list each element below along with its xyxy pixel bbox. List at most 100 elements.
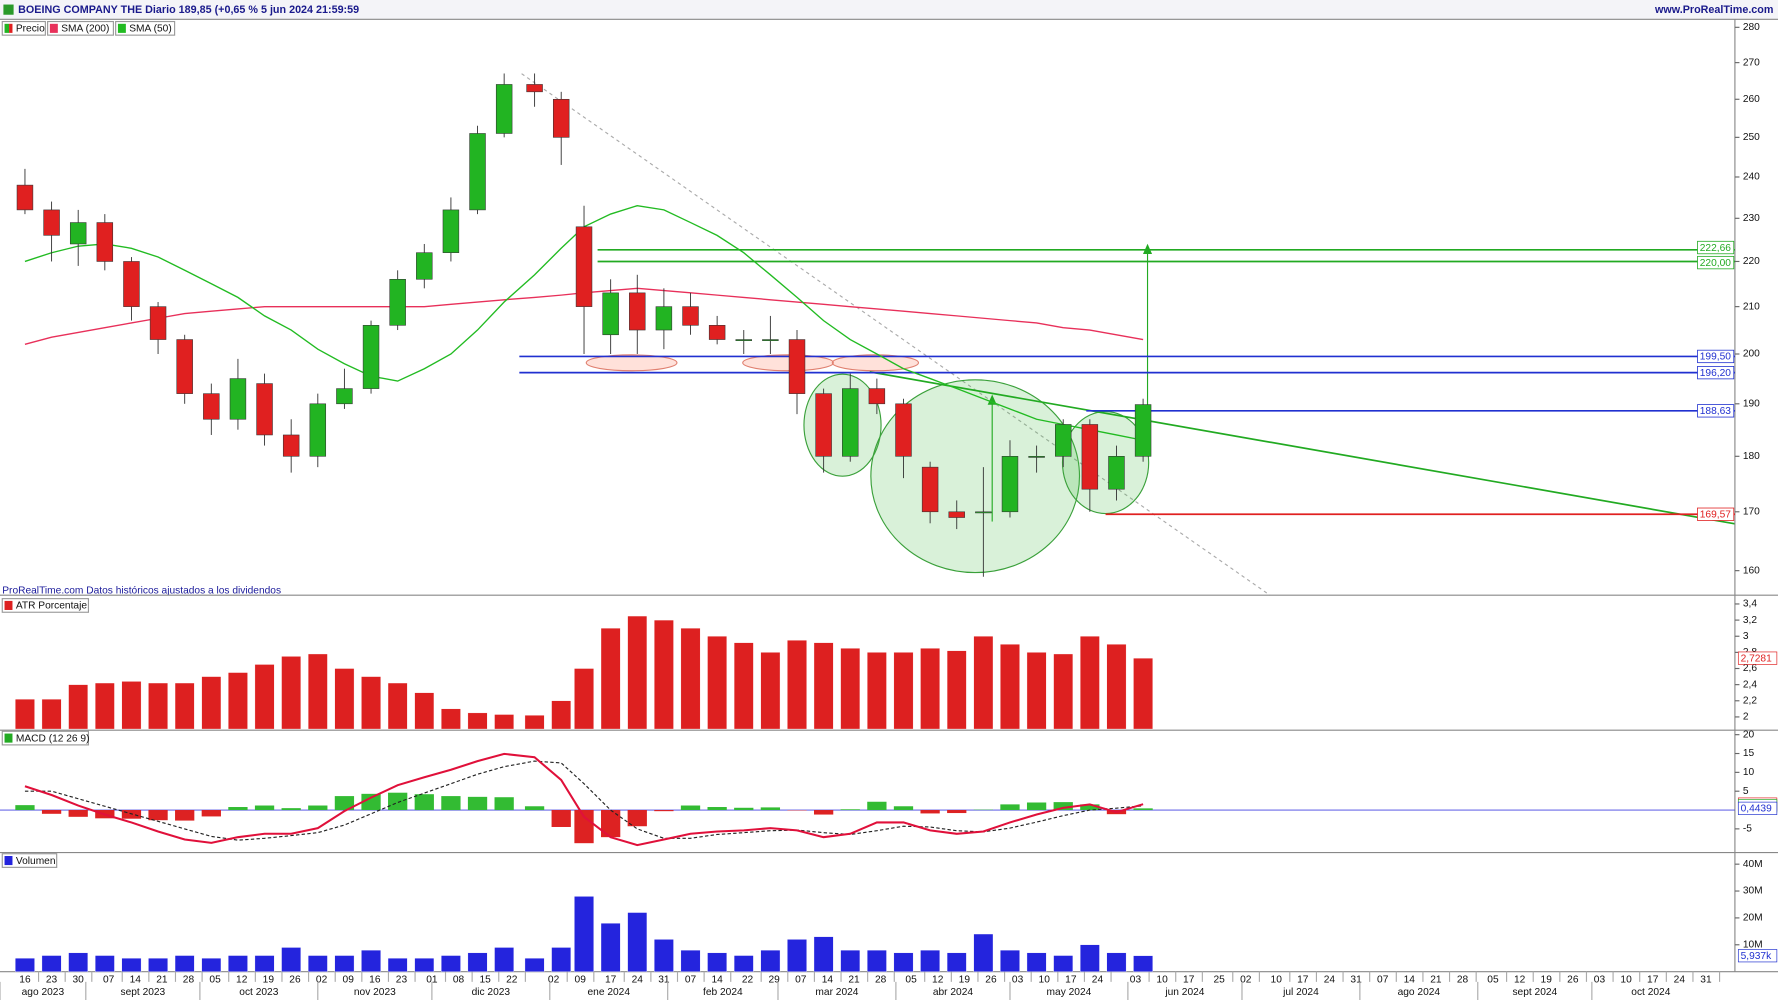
level-label: 169,57 (1700, 510, 1731, 521)
x-tick-label: 03 (1594, 974, 1606, 985)
bar (228, 672, 248, 730)
level-label: 188,63 (1700, 406, 1731, 417)
x-tick-label: 05 (1487, 974, 1499, 985)
legend-box (115, 20, 176, 36)
x-tick-label: 14 (1404, 974, 1416, 985)
bar (387, 958, 408, 972)
month-label: feb 2024 (703, 987, 743, 998)
y-tick-label: 160 (1743, 565, 1760, 576)
bar (973, 933, 994, 972)
y-tick-label: 220 (1743, 256, 1760, 267)
x-tick-label: 03 (1012, 974, 1024, 985)
legend-swatch (4, 23, 10, 33)
histogram-bar (867, 801, 887, 811)
header-site[interactable]: www.ProRealTime.com (1654, 4, 1773, 16)
bar (15, 958, 35, 972)
candle-body (69, 222, 87, 245)
bar (307, 955, 328, 972)
dashed-trendline (521, 73, 1271, 596)
bar (68, 952, 89, 972)
histogram-bar (1133, 808, 1153, 811)
x-tick-label: 19 (263, 974, 275, 985)
x-tick-label: 14 (822, 974, 834, 985)
candle-body (602, 292, 619, 336)
candle-body (203, 393, 220, 420)
month-label: nov 2023 (354, 987, 396, 998)
histogram-bar (920, 810, 940, 814)
current-value-label: 5,937k (1741, 951, 1772, 962)
y-tick-label: 270 (1743, 57, 1760, 68)
histogram-bar (840, 809, 860, 811)
bar (946, 650, 967, 730)
level-label: 196,20 (1700, 368, 1731, 379)
x-tick-label: 19 (1541, 974, 1553, 985)
panel-title: MACD (12 26 9) (16, 733, 90, 744)
x-tick-label: 21 (848, 974, 860, 985)
x-tick-label: 09 (343, 974, 355, 985)
bar (524, 958, 545, 972)
bar (414, 958, 435, 972)
bar (551, 947, 572, 972)
x-tick-label: 10 (1620, 974, 1632, 985)
bar (148, 682, 168, 730)
bar (95, 682, 115, 730)
histogram-bar (308, 805, 328, 811)
histogram-bar (760, 807, 781, 811)
month-label: sept 2024 (1512, 987, 1557, 998)
x-tick-label: 07 (103, 974, 115, 985)
arrow-head (987, 394, 997, 405)
histogram-bar (707, 807, 727, 811)
candle-body (416, 252, 433, 280)
candle-body (1134, 404, 1152, 457)
bar (201, 676, 222, 730)
histogram-bar (254, 805, 275, 811)
bar (1133, 658, 1153, 730)
bar (1106, 952, 1127, 972)
legend-box (1, 853, 58, 868)
x-tick-label: 28 (1457, 974, 1469, 985)
bar (361, 676, 381, 730)
candle-body (442, 209, 460, 253)
x-tick-label: 02 (316, 974, 328, 985)
month-label: ene 2024 (587, 987, 630, 998)
x-tick-label: 31 (1350, 974, 1362, 985)
bar (467, 712, 488, 730)
y-tick-label: 3 (1743, 631, 1749, 642)
candle-body (526, 84, 543, 93)
y-tick-label: 10 (1743, 767, 1755, 778)
bar (414, 692, 435, 730)
x-tick-label: 14 (711, 974, 723, 985)
histogram-bar (627, 810, 647, 827)
candle-body (469, 133, 486, 211)
month-label: jul 2024 (1282, 987, 1319, 998)
month-label: abr 2024 (933, 987, 974, 998)
legend-box (1, 598, 90, 613)
x-tick-label: 02 (548, 974, 560, 985)
legend-swatch (117, 23, 126, 33)
x-tick-label: 07 (1377, 974, 1389, 985)
candle-body (842, 388, 859, 457)
support-ellipse (831, 354, 920, 372)
level-label: 222,66 (1700, 243, 1731, 254)
bar (441, 708, 461, 730)
y-tick-label: 30M (1743, 886, 1763, 897)
month-label: ago 2024 (1398, 987, 1441, 998)
level-box (1697, 404, 1735, 418)
histogram-bar (813, 810, 834, 815)
bar (627, 912, 648, 972)
x-tick-label: 17 (1183, 974, 1195, 985)
histogram-bar (201, 810, 221, 817)
bar (600, 923, 621, 972)
candle-body (975, 511, 992, 514)
histogram-bar (228, 807, 248, 811)
y-tick-label: 210 (1743, 301, 1760, 312)
y-tick-label: 170 (1743, 506, 1760, 517)
candle-body (309, 403, 327, 457)
bar (41, 699, 62, 730)
bar (281, 656, 301, 730)
x-tick-label: 21 (1430, 974, 1442, 985)
x-tick-label: 12 (1514, 974, 1526, 985)
y-tick-label: 5 (1743, 786, 1749, 797)
x-tick-label: 08 (453, 974, 465, 985)
